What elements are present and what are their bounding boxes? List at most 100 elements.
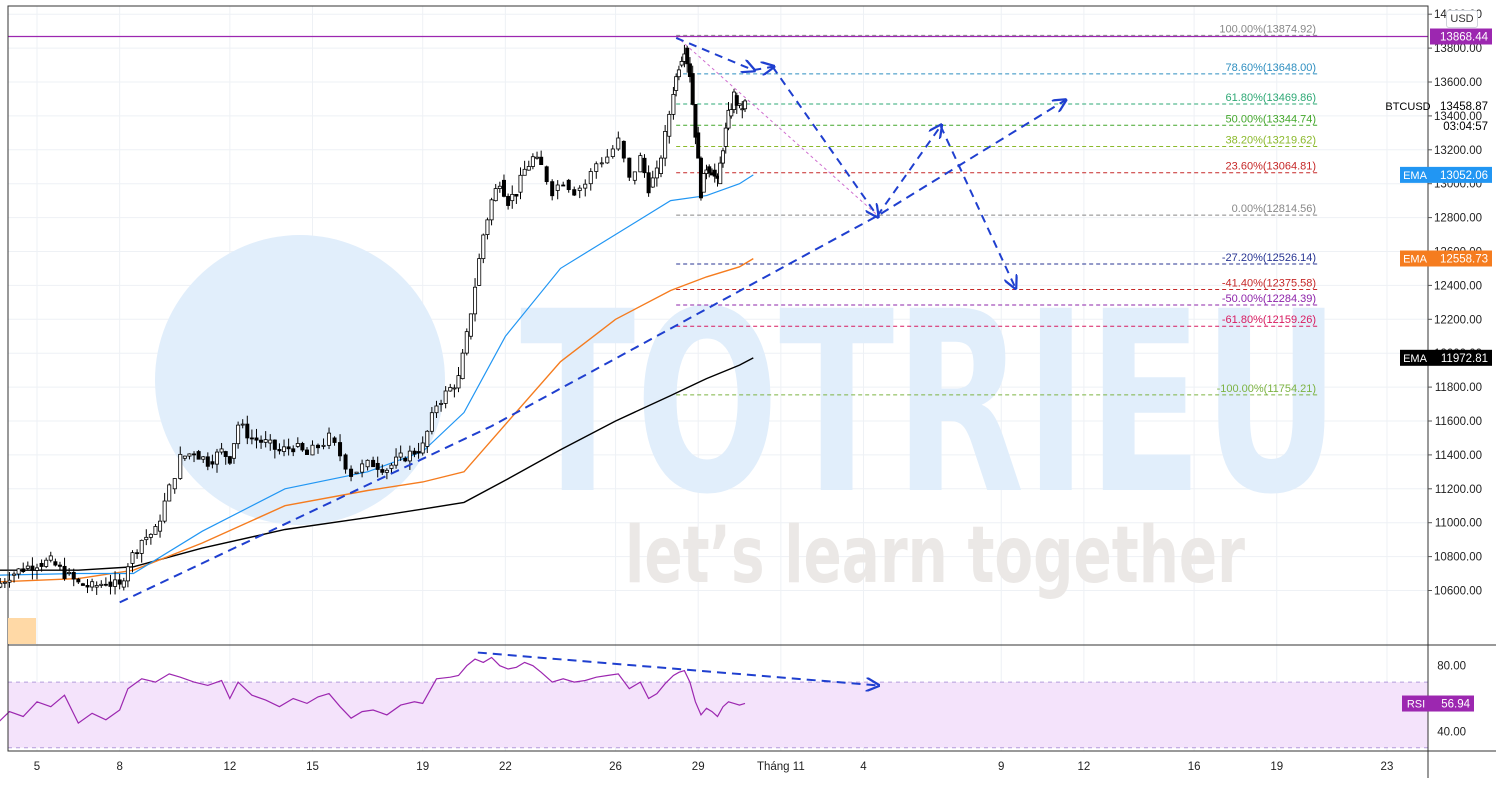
candle-body xyxy=(663,131,668,159)
y-tick-label: 11000.00 xyxy=(1435,518,1482,530)
candle-body xyxy=(384,469,389,473)
candle-body xyxy=(167,484,172,502)
candle-body xyxy=(182,455,187,459)
candle-body xyxy=(522,168,527,176)
candle-body xyxy=(679,61,684,66)
x-tick-label: 19 xyxy=(416,761,429,773)
currency-button[interactable]: USD xyxy=(1446,10,1478,28)
candle-body xyxy=(389,464,394,469)
candle-body xyxy=(21,568,26,573)
candle-body xyxy=(605,156,610,164)
candle-body xyxy=(676,69,681,78)
candle-body xyxy=(403,457,408,462)
candle-body xyxy=(35,567,40,571)
candle-body xyxy=(371,459,376,468)
rsi-value: 56.94 xyxy=(1441,699,1470,711)
candle-body xyxy=(737,103,742,106)
projection-segment xyxy=(939,125,1015,287)
x-tick-label: 23 xyxy=(1381,761,1394,773)
candle-body xyxy=(443,390,448,404)
uptrend-line xyxy=(119,101,1065,604)
candle-body xyxy=(518,174,523,193)
drawings-layer[interactable] xyxy=(8,35,1428,604)
fib-level-label: 100.00%(13874.92) xyxy=(1219,23,1316,35)
price-label-value: 13868.44 xyxy=(1440,31,1489,43)
currency-label: USD xyxy=(1450,13,1474,25)
candle-body xyxy=(674,76,679,91)
projection-segment xyxy=(753,67,772,70)
candle-body xyxy=(196,451,201,460)
session-highlight xyxy=(8,618,36,644)
candle-body xyxy=(201,456,206,460)
candle-body xyxy=(172,478,177,490)
candle-body xyxy=(588,171,593,185)
candle-body xyxy=(277,448,282,452)
candle-body xyxy=(282,446,287,452)
candle-body xyxy=(354,471,359,474)
candle-body xyxy=(53,561,58,566)
ema-fast-line xyxy=(0,174,754,576)
candle-body xyxy=(642,157,647,174)
fib-level-label: -41.40%(12375.58) xyxy=(1222,278,1316,290)
price-label-tag-bg xyxy=(1400,250,1430,267)
x-tick-label: 22 xyxy=(499,761,512,773)
candle-body xyxy=(192,453,197,456)
price-label-tag: EMA xyxy=(1403,170,1428,182)
candle-body xyxy=(439,403,444,405)
candle-body xyxy=(227,456,232,464)
candle-body xyxy=(493,188,498,202)
candle-body xyxy=(263,439,268,443)
candle-body xyxy=(94,585,99,588)
price-label-bg xyxy=(1430,250,1492,267)
candle-body xyxy=(650,177,655,188)
candle-body xyxy=(343,454,348,470)
candle-body xyxy=(310,444,315,456)
candle-body xyxy=(210,461,215,465)
candle-body xyxy=(621,140,626,159)
fib-level-label: 23.60%(13064.81) xyxy=(1226,161,1317,173)
candle-body xyxy=(452,387,457,390)
candle-body xyxy=(740,108,745,111)
candle-body xyxy=(125,566,130,582)
rsi-y-tick-label: 80.00 xyxy=(1437,661,1466,673)
candle-body xyxy=(572,189,577,196)
candle-body xyxy=(30,565,35,571)
candle-body xyxy=(632,171,637,181)
candle-body xyxy=(420,442,425,454)
price-label-tag-bg xyxy=(1400,349,1430,366)
candle-body xyxy=(139,539,144,554)
y-tick-label: 13800.00 xyxy=(1434,43,1482,55)
candle-body xyxy=(0,582,3,588)
y-tick-label: 12400.00 xyxy=(1434,280,1482,292)
candle-body xyxy=(434,405,439,414)
axis-layer: 10600.00 10800.00 11000.00 11200.00 11400.00… xyxy=(34,9,1482,773)
x-tick-label: 16 xyxy=(1188,761,1201,773)
candle-body xyxy=(497,185,502,189)
candle-body xyxy=(555,184,560,191)
candle-body xyxy=(380,469,385,473)
candle-body xyxy=(407,450,412,462)
candle-body xyxy=(429,412,434,432)
candle-body xyxy=(448,387,453,392)
candle-body xyxy=(365,459,370,468)
candle-body xyxy=(646,172,651,194)
candle-body xyxy=(117,579,122,585)
candle-body xyxy=(535,156,540,159)
candle-body xyxy=(544,166,549,183)
candle-body xyxy=(685,47,690,65)
y-tick-label: 11400.00 xyxy=(1435,450,1482,462)
candle-body xyxy=(12,573,17,576)
candle-body xyxy=(743,100,748,110)
candle-body xyxy=(291,448,296,453)
fib-level-label: -100.00%(11754.21) xyxy=(1217,383,1316,395)
y-tick-label: 13200.00 xyxy=(1434,145,1482,157)
price-label-tag-bg xyxy=(1400,166,1430,183)
candle-body xyxy=(360,463,365,473)
fibonacci-retracement[interactable]: 100.00%(13874.92) 78.60%(13648.00) 61.80%(… xyxy=(675,23,1319,396)
candle-body xyxy=(187,453,192,457)
candle-body xyxy=(671,93,676,115)
candle-body xyxy=(48,555,53,561)
candle-body xyxy=(654,167,659,179)
candle-body xyxy=(707,166,712,174)
